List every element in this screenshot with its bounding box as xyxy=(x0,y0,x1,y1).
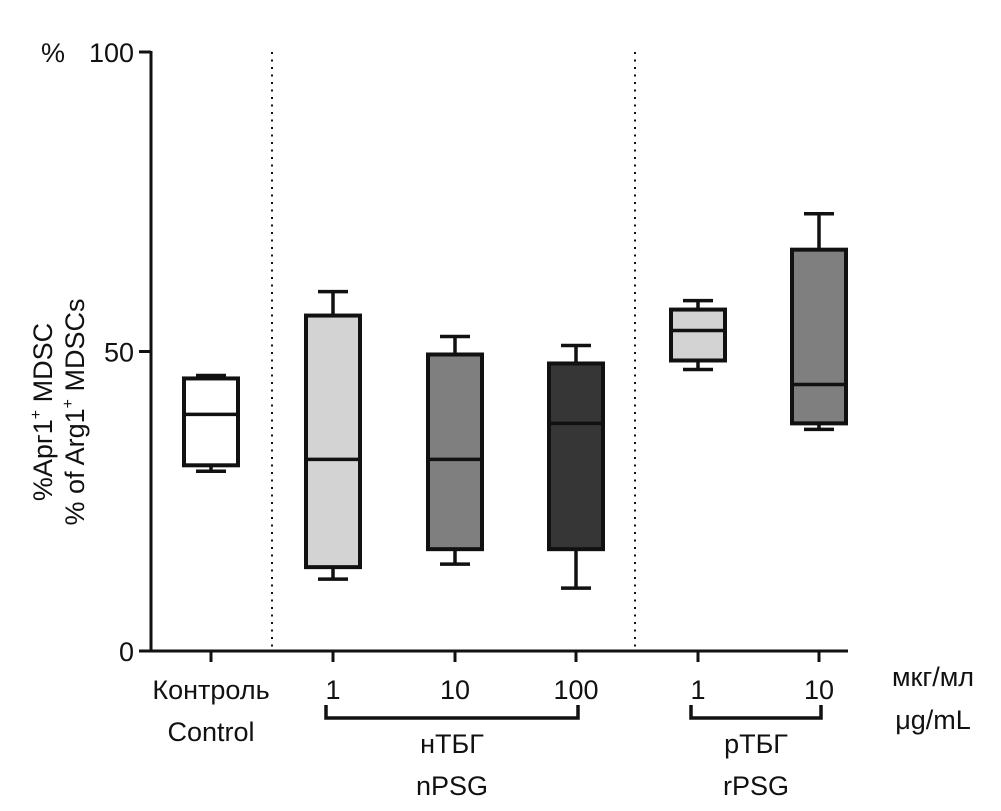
x-tick-labels: Контроль Control 1 10 100 1 10 xyxy=(152,675,834,747)
bracket-line xyxy=(689,705,823,720)
bracket-line xyxy=(324,705,580,720)
group-label-ru: нТБГ xyxy=(420,729,484,759)
box-iqr xyxy=(304,313,362,570)
y-axis-title-line1: %Арг1+ MDSC xyxy=(28,323,58,501)
x-tick-label-0-en: Control xyxy=(167,717,254,747)
y-axis: 0 50 100 xyxy=(89,38,153,667)
group-brackets: нТБГ nPSG рТБГ rPSG xyxy=(324,705,823,801)
box-3 xyxy=(547,343,605,590)
group-label-en: rPSG xyxy=(723,771,789,801)
y-unit-label: % xyxy=(41,38,65,68)
x-tick-label-1: 1 xyxy=(325,675,340,705)
group-label-ru: рТБГ xyxy=(724,729,788,759)
x-unit-label-en: μg/mL xyxy=(895,705,971,735)
box-iqr xyxy=(182,376,240,468)
box-1 xyxy=(304,289,362,581)
box-0 xyxy=(182,373,240,474)
box-iqr xyxy=(547,361,605,552)
y-axis-title: %Арг1+ MDSC % of Arg1+ MDSCs xyxy=(28,299,90,526)
y-tick-label-0: 0 xyxy=(119,637,134,667)
x-axis xyxy=(149,649,848,662)
bracket-nPSG: нТБГ nPSG xyxy=(324,705,580,801)
bracket-rPSG: рТБГ rPSG xyxy=(689,705,823,801)
boxes xyxy=(182,211,848,590)
box-5 xyxy=(790,211,848,432)
x-tick-label-3: 100 xyxy=(553,675,598,705)
y-tick-label-100: 100 xyxy=(89,38,134,68)
x-tick-label-2: 10 xyxy=(440,675,470,705)
box-4 xyxy=(669,298,727,372)
x-tick-label-0: Контроль xyxy=(152,675,269,705)
x-tick-label-5: 10 xyxy=(804,675,834,705)
y-tick-label-50: 50 xyxy=(104,338,134,368)
box-2 xyxy=(426,334,484,566)
box-iqr xyxy=(790,247,848,426)
x-tick-label-4: 1 xyxy=(690,675,705,705)
y-axis-title-line2: % of Arg1+ MDSCs xyxy=(60,299,90,526)
group-label-en: nPSG xyxy=(416,771,488,801)
x-unit-label-ru: мкг/мл xyxy=(892,662,974,692)
box-iqr xyxy=(426,352,484,552)
box-iqr xyxy=(669,307,727,363)
